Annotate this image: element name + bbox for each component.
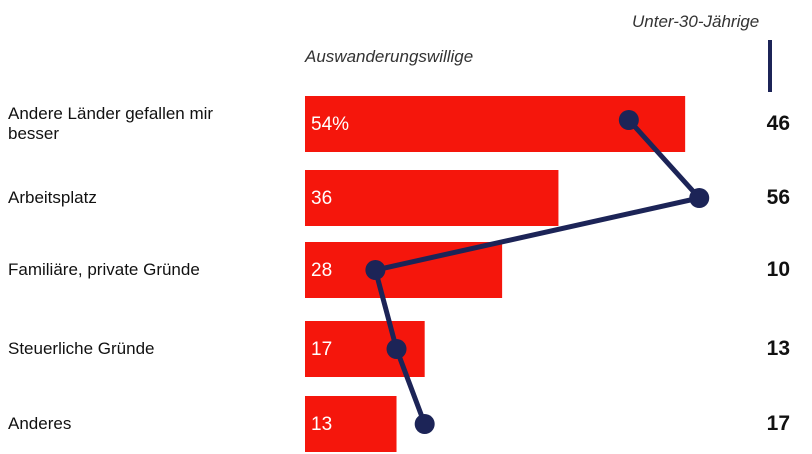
legend-bars: Auswanderungswillige — [305, 47, 474, 66]
category-label: Familiäre, private Gründe — [8, 260, 200, 279]
line-value-label: 56 — [766, 186, 790, 209]
legend-line: Unter-30-Jährige — [632, 12, 760, 31]
bar — [305, 396, 397, 452]
line-value-label: 17 — [766, 412, 790, 435]
line-point — [386, 339, 407, 359]
bar-label: 36 — [311, 188, 332, 209]
bar-label: 13 — [311, 414, 332, 435]
bar-label: 28 — [311, 260, 332, 281]
category-label: Andere Länder gefallen mir besser — [8, 104, 214, 143]
category-label: Anderes — [8, 414, 72, 433]
line-point — [618, 110, 639, 130]
line-value-label: 46 — [766, 112, 790, 135]
bar-label: 54% — [311, 114, 349, 135]
category-label: Steuerliche Gründe — [8, 339, 155, 358]
line-value-label: 13 — [766, 337, 790, 360]
category-label: Arbeitsplatz — [8, 188, 97, 207]
line-point — [414, 414, 435, 434]
line-point — [689, 188, 710, 208]
bar — [305, 170, 559, 226]
bar-label: 17 — [311, 339, 332, 360]
line-value-label: 10 — [766, 258, 790, 281]
line-point — [365, 260, 386, 280]
